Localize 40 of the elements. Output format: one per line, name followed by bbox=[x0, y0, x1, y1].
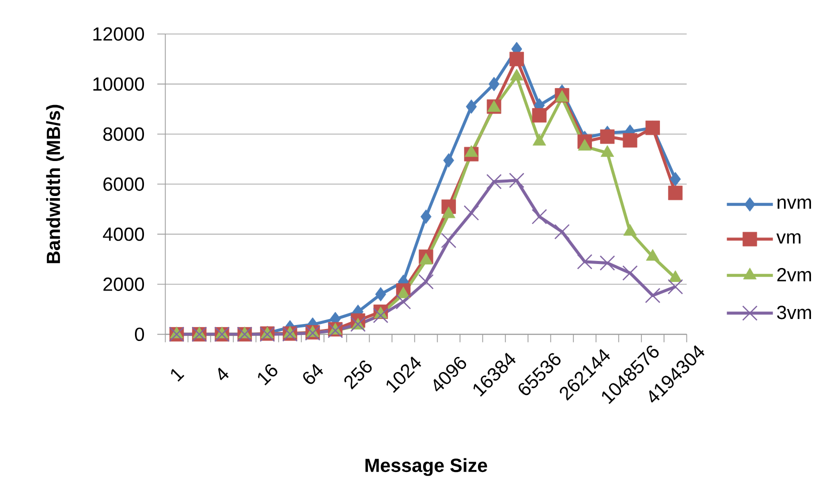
point bbox=[622, 265, 638, 281]
y-tick-label: 4000 bbox=[102, 227, 144, 241]
point bbox=[509, 52, 524, 66]
y-tick-label: 2000 bbox=[103, 278, 144, 291]
point bbox=[488, 76, 500, 92]
point bbox=[668, 186, 683, 200]
x-axis-title: Message Size bbox=[365, 458, 488, 476]
y-tick-label: 6000 bbox=[103, 177, 144, 191]
point bbox=[372, 308, 388, 324]
legend-label: 3vm bbox=[777, 306, 811, 320]
point bbox=[396, 294, 412, 310]
legend-label: 2vm bbox=[777, 268, 811, 282]
y-tick-label: 10000 bbox=[93, 77, 144, 91]
point bbox=[441, 232, 456, 248]
point bbox=[486, 174, 502, 190]
point bbox=[577, 254, 592, 270]
point bbox=[443, 153, 454, 168]
point bbox=[375, 287, 386, 302]
y-tick-label: 8000 bbox=[103, 127, 144, 141]
point bbox=[532, 108, 547, 123]
x-tick-label: 4 bbox=[218, 368, 229, 380]
point bbox=[668, 279, 684, 294]
point bbox=[622, 133, 638, 148]
x-tick-label: 256 bbox=[344, 360, 372, 390]
point bbox=[670, 172, 681, 186]
x-tick-label: 1 bbox=[171, 368, 184, 382]
y-tick-label: 0 bbox=[134, 328, 144, 342]
point bbox=[532, 209, 548, 224]
point bbox=[600, 129, 615, 144]
legend-label: vm bbox=[776, 233, 800, 244]
y-axis-title: Bandwidth (MB/s) bbox=[46, 104, 64, 264]
point bbox=[645, 288, 660, 304]
point bbox=[600, 255, 616, 271]
x-tick-label: 64 bbox=[303, 364, 324, 384]
legend-label: nvm bbox=[778, 198, 811, 209]
point bbox=[420, 209, 432, 224]
point bbox=[509, 172, 524, 188]
point bbox=[466, 99, 477, 114]
x-tick-label: 16 bbox=[258, 364, 278, 386]
y-tick-label: 12000 bbox=[93, 27, 144, 41]
